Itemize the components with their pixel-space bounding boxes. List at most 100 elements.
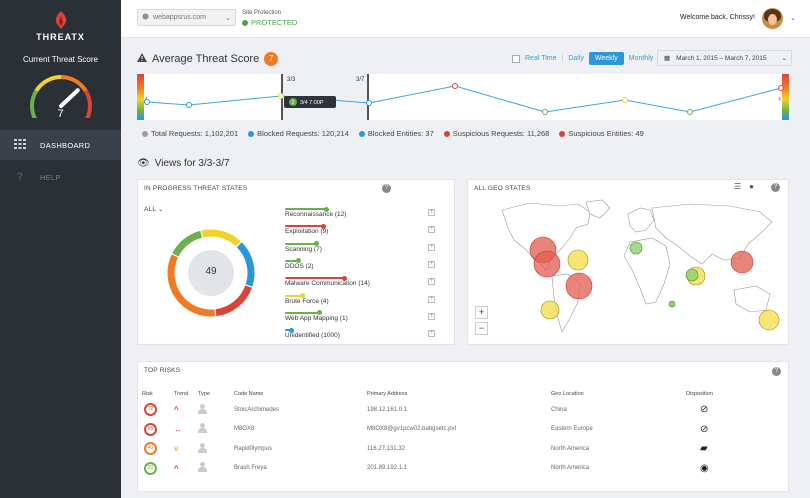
primary-address: M8OX8@gv1pcw02.babgsetc.pvt (367, 426, 457, 433)
gauge-segment (30, 89, 39, 118)
list-icon[interactable]: ☰ (734, 182, 742, 191)
threat-state-label: Reconnaissance (12) (285, 211, 347, 218)
sidebar-item-help[interactable]: ? HELP (0, 162, 121, 192)
world-map[interactable] (490, 198, 788, 343)
eye-icon[interactable]: ◉ (700, 462, 709, 474)
window-handle-right[interactable] (367, 74, 369, 120)
protection-status: PROTECTED (251, 18, 298, 27)
trend-icon: ^ (174, 463, 179, 473)
expand-icon[interactable]: + (428, 295, 435, 303)
block-icon[interactable]: ⊘ (700, 423, 709, 435)
timeline-tooltip (284, 96, 336, 108)
zoom-in-button[interactable]: + (475, 306, 488, 319)
timeline-point[interactable] (278, 93, 284, 99)
legend-item[interactable]: Suspicious Entities: 49 (559, 129, 644, 138)
range-monthly[interactable]: Monthly (628, 55, 654, 62)
current-threat-score-label: Current Threat Score (23, 55, 98, 64)
geo-bubble[interactable] (730, 250, 754, 274)
threat-state-label: Web App Mapping (1) (285, 314, 348, 322)
donut-segment[interactable] (172, 230, 203, 257)
expand-icon[interactable]: + (428, 278, 435, 286)
states-filter[interactable]: ALL ⌄ (144, 206, 164, 213)
donut-segment[interactable] (215, 285, 252, 317)
chevron-left-icon[interactable]: ‹ (145, 93, 148, 103)
timeline-point[interactable] (366, 100, 372, 106)
table-row[interactable]: 40 v Rapid0lympus 116.27.131.32 North Americ… (142, 439, 786, 459)
help-icon[interactable]: ? (771, 183, 780, 192)
avatar[interactable] (762, 8, 783, 29)
threat-state-item[interactable]: Reconnaissance (12) (285, 206, 347, 218)
geo-bubble[interactable] (567, 249, 589, 271)
timeline-point[interactable] (186, 102, 192, 108)
legend-item[interactable]: Blocked Entities: 37 (358, 129, 434, 138)
geo-location: North America (551, 465, 590, 472)
timeline-point[interactable] (687, 109, 693, 115)
donut-segment[interactable] (167, 254, 216, 317)
panel-title: TOP RISKS (144, 367, 181, 374)
block-icon[interactable]: ⊘ (700, 404, 709, 416)
legend-item[interactable]: Blocked Requests: 120,214 (248, 129, 349, 138)
expand-icon[interactable]: + (428, 312, 435, 320)
range-weekly[interactable]: Weekly (588, 52, 624, 65)
help-icon[interactable]: ? (772, 367, 781, 376)
legend-dot-icon (248, 130, 255, 137)
table-row[interactable]: 65 ↔ M8OX8 M8OX8@gv1pcw02.babgsetc.pvt Easte… (142, 420, 786, 440)
geo-bubble[interactable] (685, 268, 699, 282)
geo-bubble[interactable] (668, 300, 676, 308)
donut-segment[interactable] (236, 242, 255, 287)
threat-state-item[interactable]: Web App Mapping (1) (285, 310, 348, 322)
table-row[interactable]: 72 ^ StoicArchimedes 198.12.161.0.1 China ⊘ (142, 400, 786, 420)
brand-name: THREATX (36, 32, 85, 42)
legend-item[interactable]: Total Requests: 1,102,201 (142, 129, 238, 138)
range-selector: Real Time | Daily Weekly Monthly (512, 52, 653, 65)
threat-state-item[interactable]: Brute Force (4) (285, 293, 329, 305)
geo-location: North America (551, 445, 590, 452)
person-icon (198, 462, 207, 473)
range-daily[interactable]: Daily (568, 55, 584, 62)
person-icon (198, 403, 207, 414)
donut-segment[interactable] (201, 229, 241, 247)
realtime-checkbox[interactable] (512, 54, 520, 63)
site-select[interactable]: webappsrus.com ⌄ (137, 9, 236, 26)
geo-bubble[interactable] (758, 309, 780, 331)
legend-item[interactable]: Suspicious Requests: 11,268 (443, 129, 549, 138)
globe-icon[interactable]: ● (749, 182, 755, 191)
range-realtime[interactable]: Real Time (525, 55, 557, 62)
threat-timeline[interactable]: 3/3 3/7 ‹ › 3 3/4 7:00P (137, 74, 789, 120)
window-start-label: 3/3 (287, 77, 296, 83)
timeline-point[interactable] (144, 99, 150, 105)
top-risks-panel (137, 361, 789, 492)
threat-state-item[interactable]: Scanning (7) (285, 241, 322, 253)
table-row[interactable]: 20 ^ Brash Freya 201.89.192.1.1 North Americ… (142, 459, 786, 479)
timeline-point[interactable] (622, 97, 628, 103)
sidebar-item-dashboard[interactable]: DASHBOARD (0, 130, 121, 160)
asia (651, 203, 773, 265)
threat-state-bar (285, 293, 305, 298)
expand-icon[interactable]: + (428, 260, 435, 268)
geo-bubble[interactable] (533, 250, 561, 278)
zoom-out-button[interactable]: − (475, 322, 488, 335)
expand-icon[interactable]: + (428, 209, 435, 216)
help-icon[interactable]: ? (382, 184, 391, 193)
threat-state-item[interactable]: Unidentified (1000) (285, 327, 340, 339)
timeline-point[interactable] (778, 85, 784, 91)
geo-bubble[interactable] (540, 300, 560, 320)
panel-title: IN PROGRESS THREAT STATES (144, 185, 248, 192)
threat-state-item[interactable]: Malware Communication (14) (285, 275, 370, 287)
expand-icon[interactable]: + (428, 243, 435, 251)
timeline-point[interactable] (542, 109, 548, 115)
date-range-picker[interactable]: ▦ March 1, 2015 – March 7, 2015 ⌄ (657, 50, 792, 66)
sidebar-item-label: HELP (40, 172, 61, 182)
threat-state-item[interactable]: Exploitation (9) (285, 223, 328, 235)
heat-scale-right (782, 74, 789, 120)
welcome-message: Welcome back, Chrissy! (680, 14, 755, 21)
timeline-point[interactable] (452, 83, 458, 89)
expand-icon[interactable]: + (428, 226, 435, 234)
chevron-right-icon[interactable]: › (778, 93, 781, 103)
threat-state-item[interactable]: DDOS (2) (285, 258, 314, 270)
geo-bubble[interactable] (629, 241, 643, 255)
geo-bubble[interactable] (565, 272, 593, 300)
expand-icon[interactable]: + (428, 330, 435, 338)
folder-icon[interactable]: ▰ (700, 443, 708, 455)
chevron-down-icon[interactable]: ⌄ (790, 15, 796, 22)
